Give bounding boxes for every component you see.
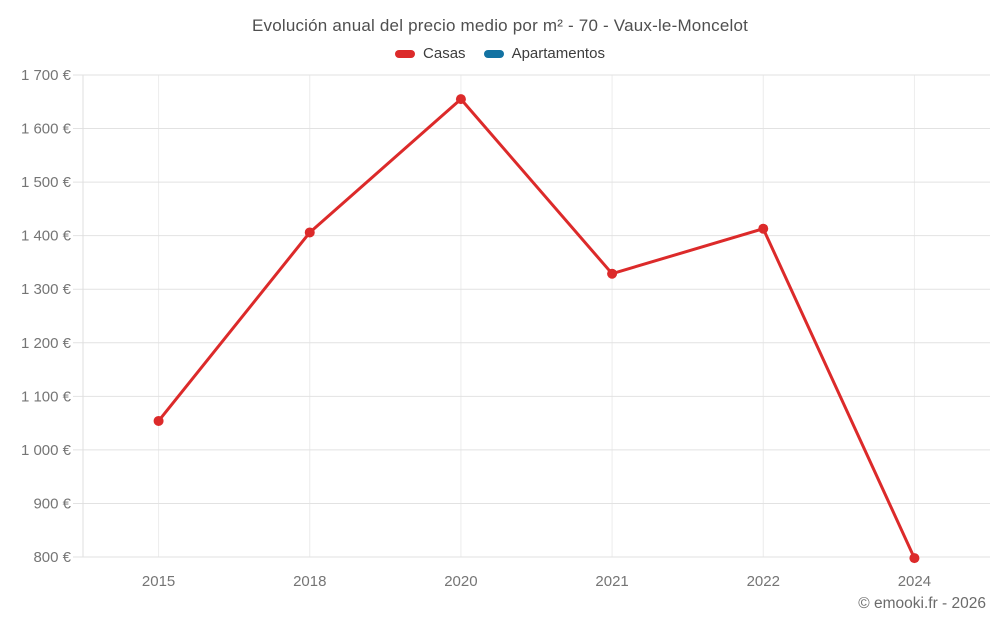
data-point-casas-2015 (153, 415, 164, 426)
y-axis-tick-label: 1 200 € (21, 335, 72, 352)
y-axis-tick-label: 1 700 € (21, 67, 72, 84)
series-line-casas (157, 97, 916, 560)
y-axis-tick-label: 1 000 € (21, 442, 72, 459)
x-axis-tick-label: 2022 (747, 573, 780, 590)
legend-item-apartamentos[interactable]: Apartamentos (483, 45, 605, 62)
y-axis-tick-label: 1 600 € (21, 121, 72, 138)
data-point-casas-2021 (607, 268, 618, 279)
x-axis-tick-label: 2024 (898, 573, 931, 590)
data-point-casas-2022 (758, 223, 769, 234)
legend-label-casas: Casas (423, 45, 466, 62)
copyright-credit: © emooki.fr - 2026 (858, 595, 986, 612)
y-axis-tick-label: 800 € (33, 549, 71, 566)
data-point-casas-2020 (455, 94, 466, 105)
legend-swatch-apartamentos-icon (483, 49, 504, 58)
y-axis-tick-label: 1 500 € (21, 174, 72, 191)
y-axis-tick-label: 900 € (33, 495, 71, 512)
x-axis-tick-label: 2021 (595, 573, 628, 590)
x-axis-tick-label: 2018 (293, 573, 326, 590)
chart-title: Evolución anual del precio medio por m² … (251, 16, 749, 35)
x-axis-tick-label: 2015 (142, 573, 175, 590)
y-axis-tick-label: 1 100 € (21, 388, 72, 405)
legend-label-apartamentos: Apartamentos (511, 45, 605, 62)
y-axis-tick-label: 1 400 € (21, 228, 72, 245)
legend-swatch-casas-icon (395, 49, 416, 58)
chart-legend: Casas Apartamentos (0, 45, 1000, 62)
legend-item-casas[interactable]: Casas (395, 45, 466, 62)
data-point-casas-2024 (909, 553, 920, 564)
data-point-casas-2018 (304, 227, 315, 238)
x-axis-tick-label: 2020 (444, 573, 477, 590)
y-axis-tick-label: 1 300 € (21, 281, 72, 298)
